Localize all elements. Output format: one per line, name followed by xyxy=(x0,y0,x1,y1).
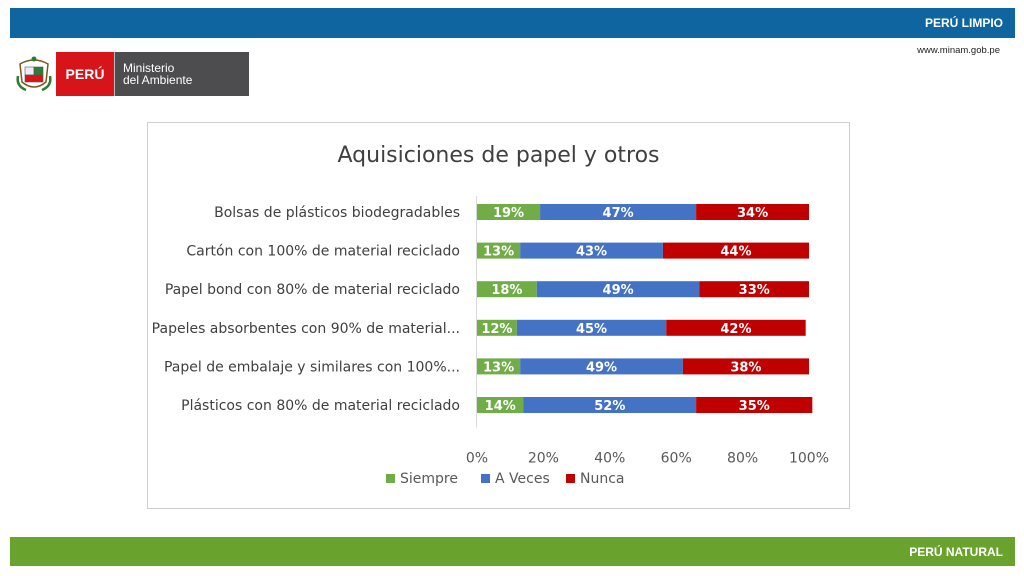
data-label: 45% xyxy=(576,322,607,337)
chart-frame: Aquisiciones de papel y otros Bolsas de … xyxy=(147,122,850,509)
bar-segment-siempre xyxy=(477,358,521,375)
data-label: 12% xyxy=(481,322,512,337)
ministry-logo: PERÚ Ministerio del Ambiente xyxy=(14,52,249,96)
data-label: 42% xyxy=(720,322,751,337)
data-label: 14% xyxy=(485,399,516,414)
data-label: 43% xyxy=(576,245,607,260)
footer-label: PERÚ NATURAL xyxy=(909,545,1003,559)
data-label: 47% xyxy=(603,206,634,221)
x-tick-label: 40% xyxy=(594,451,625,467)
legend-swatch-nunca xyxy=(566,474,575,483)
data-label: 49% xyxy=(603,283,634,298)
peru-logo-text: PERÚ xyxy=(56,52,114,96)
ministry-name: Ministerio del Ambiente xyxy=(114,52,249,96)
legend-label: A Veces xyxy=(495,471,550,487)
data-label: 33% xyxy=(739,283,770,298)
bar-segment-a-veces xyxy=(540,204,697,220)
bar-segment-nunca xyxy=(682,358,809,375)
data-label: 13% xyxy=(483,360,514,375)
x-tick-label: 60% xyxy=(661,451,692,467)
x-tick-label: 20% xyxy=(528,451,559,467)
category-label: Plásticos con 80% de material reciclado xyxy=(181,398,460,414)
data-label: 52% xyxy=(594,399,625,414)
data-label: 18% xyxy=(491,283,522,298)
coat-of-arms-icon xyxy=(14,54,54,94)
website-url[interactable]: www.minam.gob.pe xyxy=(917,45,1000,56)
footer-bar: PERÚ NATURAL xyxy=(10,537,1015,566)
data-label: 34% xyxy=(737,206,768,221)
data-label: 38% xyxy=(730,360,761,375)
bar-segment-nunca xyxy=(662,242,809,259)
legend-label: Siempre xyxy=(400,471,458,487)
x-tick-label: 100% xyxy=(789,451,829,467)
stacked-bar-chart: Bolsas de plásticos biodegradables 19% 47%… xyxy=(152,196,829,487)
data-label: 19% xyxy=(493,206,524,221)
legend-label: Nunca xyxy=(580,471,625,487)
data-label: 35% xyxy=(739,399,770,414)
bar-segment-a-veces xyxy=(520,242,663,259)
ministry-name-line2: del Ambiente xyxy=(123,73,193,87)
header-label: PERÚ LIMPIO xyxy=(924,16,1003,30)
bar-segment-a-veces xyxy=(523,397,697,413)
bar-segment-nunca xyxy=(666,319,806,336)
x-tick-label: 0% xyxy=(466,451,488,467)
bar-segment-siempre xyxy=(477,397,524,413)
bar-segment-nunca xyxy=(696,397,813,413)
header-bar: PERÚ LIMPIO xyxy=(10,8,1015,38)
category-label: Papel bond con 80% de material reciclado xyxy=(165,282,460,298)
category-label: Papel de embalaje y similares con 100%..… xyxy=(164,359,460,375)
ministry-name-line1: Ministerio xyxy=(123,61,175,75)
bar-segment-siempre xyxy=(477,242,521,259)
bar-segment-siempre xyxy=(477,319,517,336)
bar-segment-nunca xyxy=(696,204,809,220)
category-label: Bolsas de plásticos biodegradables xyxy=(214,205,460,221)
data-label: 44% xyxy=(720,245,751,260)
chart-title: Aquisiciones de papel y otros xyxy=(337,143,660,168)
legend-swatch-a-veces xyxy=(481,474,490,483)
bar-segment-a-veces xyxy=(516,319,667,336)
legend-swatch-siempre xyxy=(386,474,395,483)
x-tick-label: 80% xyxy=(727,451,758,467)
category-label: Cartón con 100% de material reciclado xyxy=(186,244,460,260)
bar-segment-nunca xyxy=(699,281,809,298)
bar-segment-siempre xyxy=(477,281,537,298)
category-label: Papeles absorbentes con 90% de material.… xyxy=(152,321,460,337)
bar-segment-siempre xyxy=(477,204,541,220)
bar-segment-a-veces xyxy=(520,358,683,375)
bar-segment-a-veces xyxy=(536,281,700,298)
data-label: 13% xyxy=(483,245,514,260)
data-label: 49% xyxy=(586,360,617,375)
